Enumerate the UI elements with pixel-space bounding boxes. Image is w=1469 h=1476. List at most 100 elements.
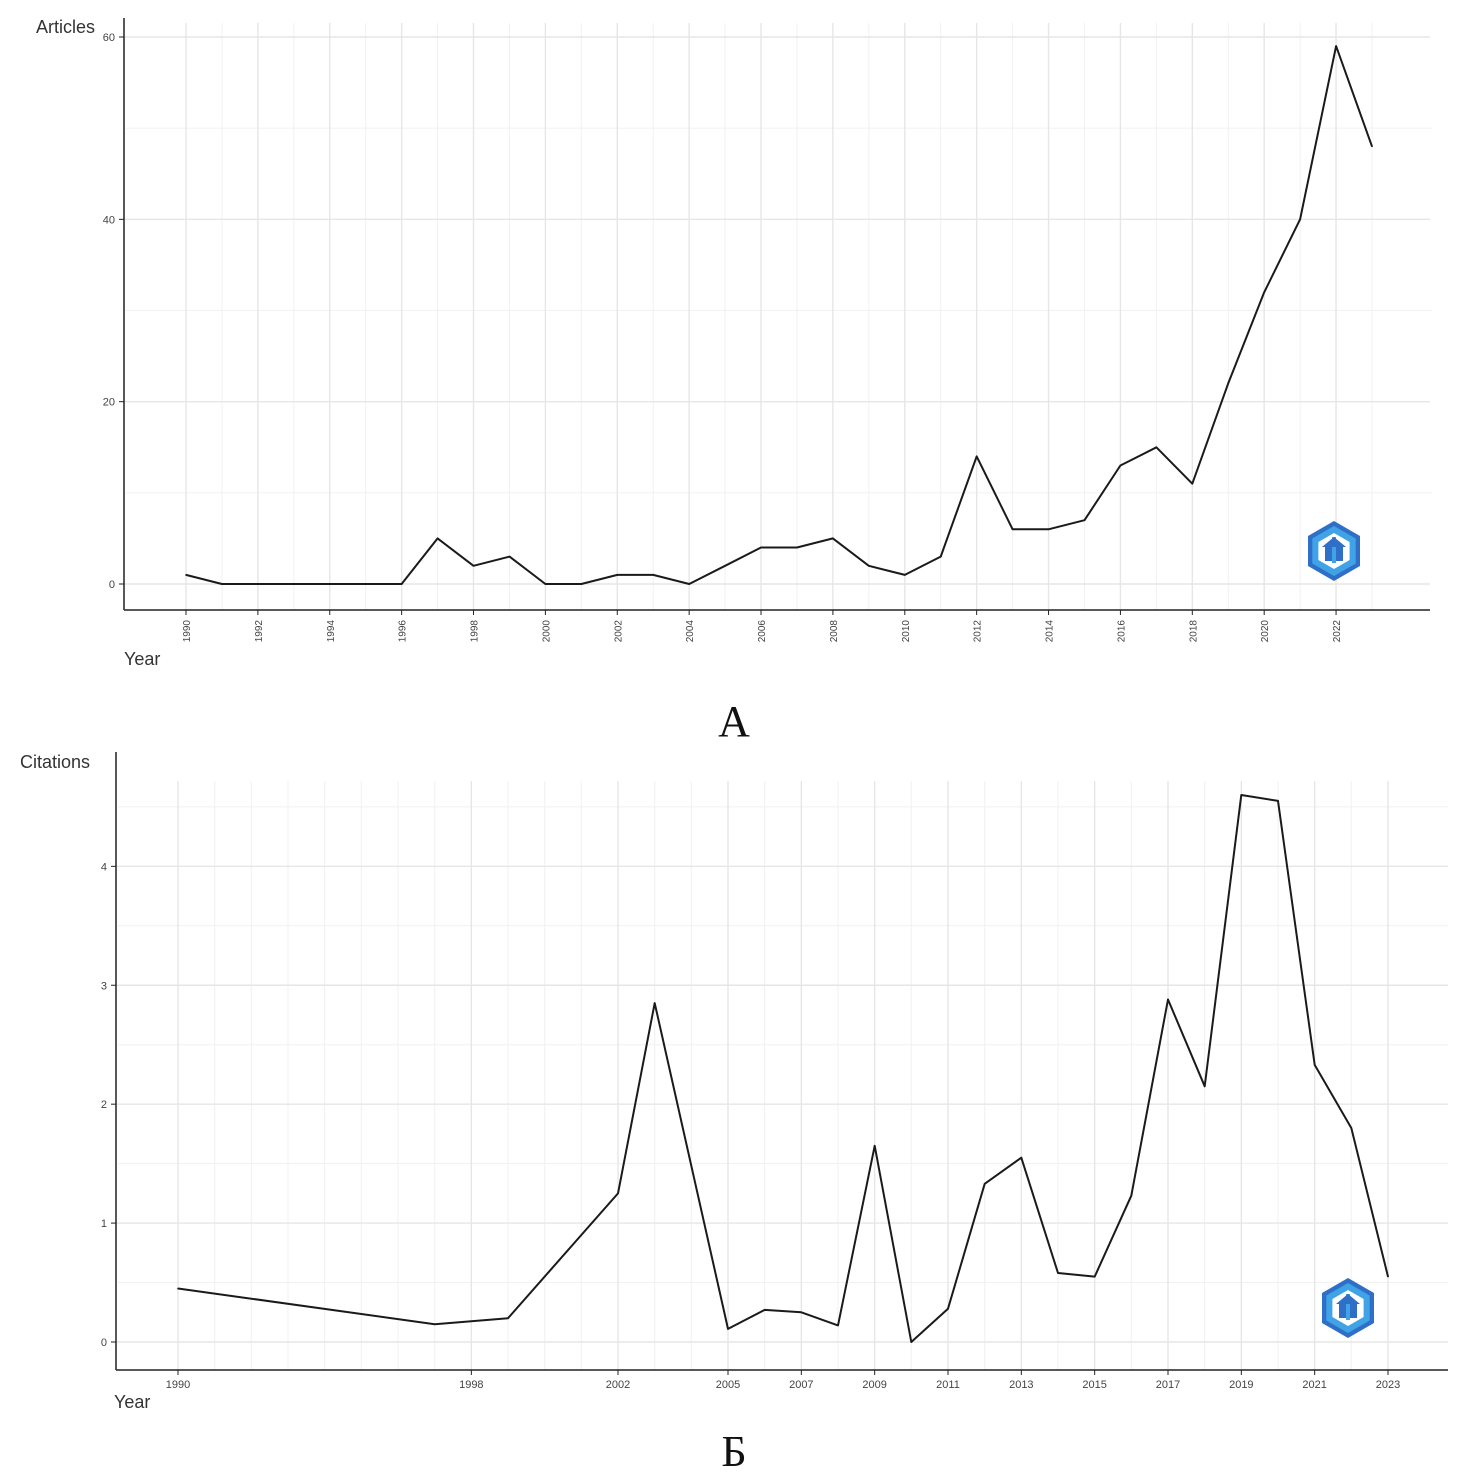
data-point (580, 583, 583, 585)
data-point (868, 564, 870, 567)
data-point (472, 564, 475, 567)
data-point (1371, 145, 1373, 148)
data-point (724, 564, 726, 567)
data-point (177, 1287, 179, 1290)
panel-label-a: А (718, 697, 750, 746)
y-tick-label: 40 (103, 214, 115, 226)
data-point (507, 1317, 509, 1320)
data-point (1047, 528, 1050, 531)
x-tick-label: 2022 (1332, 620, 1343, 643)
citations-chart: 0 1 2 3 4 1990 1998 2002 2005 2007 2009 2011 2013 201… (20, 752, 1448, 1412)
data-point (1057, 1272, 1059, 1274)
x-tick-label: 1994 (326, 620, 337, 643)
data-point (433, 1323, 436, 1325)
x-tick-label: 2019 (1229, 1379, 1253, 1391)
hexagon-logo-icon (1308, 521, 1360, 581)
data-point (1240, 794, 1243, 796)
y-tick-label: 0 (109, 579, 115, 591)
data-point (364, 583, 367, 585)
data-point (1167, 998, 1169, 1001)
x-tick-label: 2009 (862, 1379, 886, 1391)
data-point (1277, 800, 1279, 802)
data-point (1299, 218, 1301, 221)
data-point (1227, 382, 1230, 385)
data-point (653, 1002, 656, 1004)
data-point (1130, 1194, 1133, 1197)
x-tick-label: 2021 (1302, 1379, 1326, 1391)
panel-label-b: Б (721, 1427, 746, 1476)
articles-chart: 0 20 40 60 1990 1992 1994 1996 1998 2000 2002 2004 2… (36, 17, 1432, 669)
data-point (617, 1192, 619, 1195)
data-point (873, 1144, 876, 1147)
y-tick-label: 4 (101, 861, 107, 873)
x-tick-label: 2018 (1188, 620, 1199, 643)
data-point (1093, 1275, 1096, 1278)
data-point (1083, 519, 1086, 521)
x-tick-label: 2012 (973, 620, 984, 643)
data-point (727, 1328, 729, 1330)
x-tick-label: 2002 (613, 620, 624, 643)
y-tick-label: 2 (101, 1099, 107, 1111)
x-tick-label: 2005 (716, 1379, 740, 1391)
x-tick-label: 2007 (789, 1379, 813, 1391)
x-tick-label: 2023 (1376, 1379, 1400, 1391)
x-tick-label: 2016 (1116, 620, 1127, 643)
data-point (837, 1324, 839, 1327)
y-tick-label: 0 (101, 1337, 107, 1349)
data-point (1263, 291, 1265, 294)
y-tick-label: 60 (103, 32, 115, 44)
data-point (1011, 528, 1014, 531)
x-tick-label: 2010 (901, 620, 912, 643)
data-point (508, 555, 511, 558)
data-point (1020, 1156, 1023, 1159)
data-point (400, 583, 403, 585)
y-axis-title: Citations (20, 752, 90, 772)
x-tick-label: 2020 (1260, 620, 1271, 643)
y-tick-label: 1 (101, 1218, 107, 1230)
data-point (947, 1307, 949, 1310)
x-tick-label: 2014 (1045, 620, 1056, 643)
x-tick-label: 2000 (541, 620, 552, 643)
x-tick-label: 2008 (829, 620, 840, 643)
x-tick-label: 1992 (254, 620, 265, 643)
data-point (328, 583, 331, 585)
x-axis-title: Year (114, 1392, 150, 1412)
data-point (1191, 482, 1194, 485)
hexagon-logo-icon (1322, 1278, 1374, 1338)
y-tick-label: 20 (103, 397, 115, 409)
data-point (939, 555, 942, 558)
x-tick-label: 1990 (166, 1379, 190, 1391)
data-point (652, 574, 655, 576)
data-point (221, 583, 223, 585)
series-line-0 (185, 45, 1373, 585)
data-point (1203, 1085, 1206, 1088)
data-point (257, 583, 259, 585)
data-point (975, 455, 978, 458)
x-tick-label: 2002 (606, 1379, 630, 1391)
data-point (616, 574, 619, 576)
data-point (1119, 464, 1122, 467)
data-point (1313, 1064, 1316, 1066)
x-tick-label: 1996 (398, 620, 409, 643)
x-tick-label: 1998 (459, 1379, 483, 1391)
data-point (832, 537, 834, 540)
data-point (903, 574, 906, 576)
data-point (796, 546, 798, 549)
x-tick-label: 2015 (1082, 1379, 1106, 1391)
data-point (1387, 1275, 1389, 1278)
y-tick-label: 3 (101, 980, 107, 992)
x-tick-label: 2004 (685, 620, 696, 643)
x-tick-label: 2011 (936, 1379, 960, 1391)
data-point (436, 537, 439, 540)
x-tick-label: 2013 (1009, 1379, 1033, 1391)
data-point (688, 583, 690, 585)
y-axis-title: Articles (36, 17, 95, 37)
data-point (1335, 45, 1337, 47)
x-axis-title: Year (124, 649, 160, 669)
x-tick-label: 2006 (757, 620, 768, 643)
x-tick-label: 1998 (470, 620, 481, 643)
data-point (293, 583, 295, 585)
data-point (544, 583, 547, 585)
data-point (1350, 1127, 1353, 1129)
